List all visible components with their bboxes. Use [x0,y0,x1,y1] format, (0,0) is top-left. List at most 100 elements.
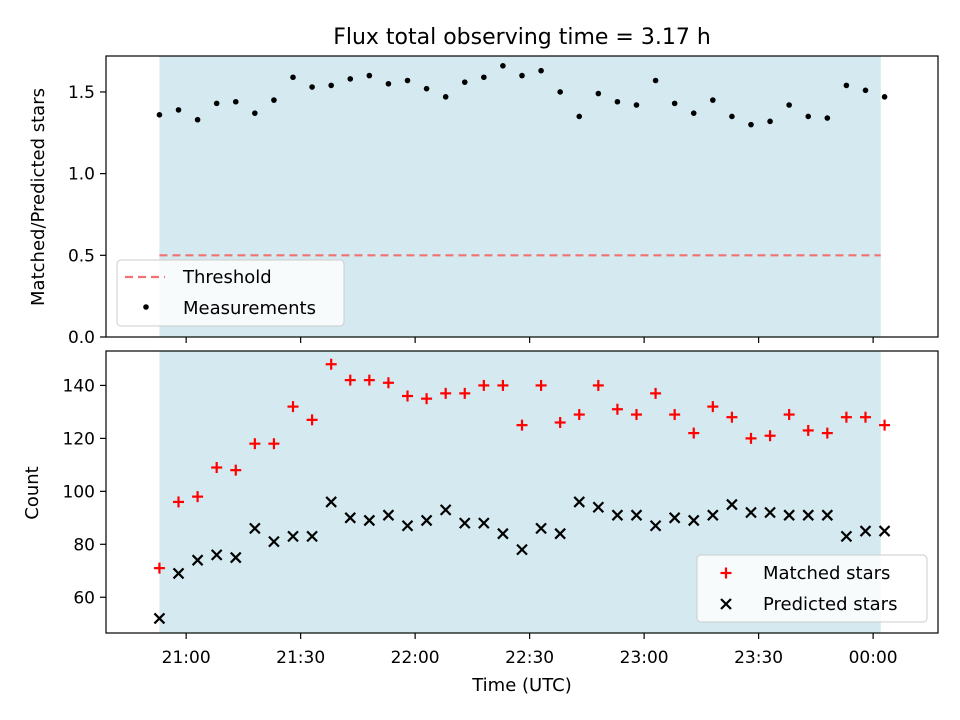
predicted-star-point [153,612,166,625]
predicted-star-point-b [229,551,242,564]
predicted-star-point [592,501,605,514]
matched-star-point [745,432,757,444]
predicted-star-point [401,519,414,532]
predicted-star-point [439,504,452,516]
predicted-star-point-b [726,498,738,511]
predicted-star-point-b [592,501,605,514]
top-y-axis-label: Matched/Predicted stars [28,88,49,306]
matched-star-point [611,403,623,415]
x-axis-label: Time (UTC) [471,675,572,696]
measurement-point [309,84,315,90]
matched-star-point [268,438,280,450]
bottom-y-ticks: 60 80 100 120 140 [63,376,106,608]
predicted-star-point [363,514,376,527]
matched-star-point [153,562,165,574]
predicted-star-point-b [497,527,509,540]
predicted-star-point [840,530,853,543]
x-tick-label: 21:30 [276,648,325,668]
predicted-star-point-b [420,514,433,527]
matched-star-point [821,427,833,439]
matched-star-point [554,416,566,428]
predicted-star-point [268,535,280,548]
legend-matched-swatch [720,567,732,579]
predicted-star-point [382,509,395,521]
matched-star-point [382,377,394,389]
measurement-point [786,102,792,108]
measurement-point [252,110,258,116]
legend-predicted-marker-b [720,598,732,610]
chart-title: Flux total observing time = 3.17 h [333,25,711,50]
x-tick-label: 23:00 [620,648,669,668]
predicted-star-point-b [764,506,776,519]
measurement-point [404,77,411,84]
predicted-star-point-b [802,509,815,521]
top-x-ticks [185,337,874,343]
matched-star-point [879,419,891,431]
predicted-star-point-b [153,612,166,625]
legend-predicted-label: Predicted stars [763,594,897,615]
predicted-star-point [802,509,815,521]
measurement-point [576,113,583,120]
predicted-star-point [707,509,719,521]
measurement-point [156,112,163,118]
bottom-y-tick-label: 100 [63,482,95,502]
matched-star-point [325,358,337,370]
matched-star-point [516,419,528,431]
measurement-point [690,110,697,116]
top-y-tick-label: 0.5 [68,246,95,266]
x-tick-label: 22:30 [505,648,554,668]
predicted-star-point-b [439,504,452,516]
measurement-point [652,77,659,84]
predicted-star-point-b [821,509,834,521]
x-tick-label: 23:30 [734,648,783,668]
predicted-star-point [172,567,185,580]
measurement-point [519,72,525,79]
bottom-x-ticks: 21:00 21:30 22:00 22:30 23:00 23:30 00:00 [162,633,898,668]
predicted-star-point-b [344,512,357,524]
measurement-point [767,118,773,125]
predicted-star-point [687,514,700,527]
predicted-star-point [764,506,776,519]
matched-star-point [535,379,547,391]
predicted-star-point-b [458,517,471,529]
matched-stars-points [153,358,891,574]
matched-star-point [344,374,356,386]
top-y-tick-label: 0.0 [68,328,95,348]
measurement-point [271,97,277,103]
predicted-star-point-b [649,519,662,532]
predicted-star-point [325,496,337,508]
predicted-star-point [535,522,547,535]
measurement-point [290,74,296,81]
predicted-star-point-b [630,509,643,521]
predicted-star-point-b [573,496,586,508]
bottom-y-tick-label: 80 [73,535,95,555]
measurement-point [614,98,621,105]
predicted-star-point [745,506,757,519]
top-y-tick-label: 1.0 [68,165,95,185]
predicted-star-point-b [268,535,280,548]
matched-star-point [173,496,185,508]
predicted-star-point-b [401,519,414,532]
measurement-point [442,94,449,100]
measurement-point [175,107,182,113]
predicted-star-point [516,543,528,556]
predicted-star-point [306,530,318,543]
x-tick-label: 21:00 [162,648,211,668]
measurement-point [633,102,640,108]
predicted-star-point [630,509,643,521]
predicted-star-point-b [783,509,795,521]
x-tick-label: 22:00 [391,648,440,668]
measurement-point [538,67,544,74]
predicted-star-point [573,496,586,508]
predicted-star-point-b [859,525,872,537]
top-legend-box [116,259,345,327]
bottom-legend: Matched stars Predicted stars [696,554,928,623]
predicted-star-point-b [611,509,624,521]
measurement-point [328,82,334,89]
measurement-point [805,113,812,120]
matched-star-point [421,393,433,405]
legend-measurements-swatch [143,304,149,310]
matched-star-point [707,401,719,413]
matched-star-point [192,491,204,503]
